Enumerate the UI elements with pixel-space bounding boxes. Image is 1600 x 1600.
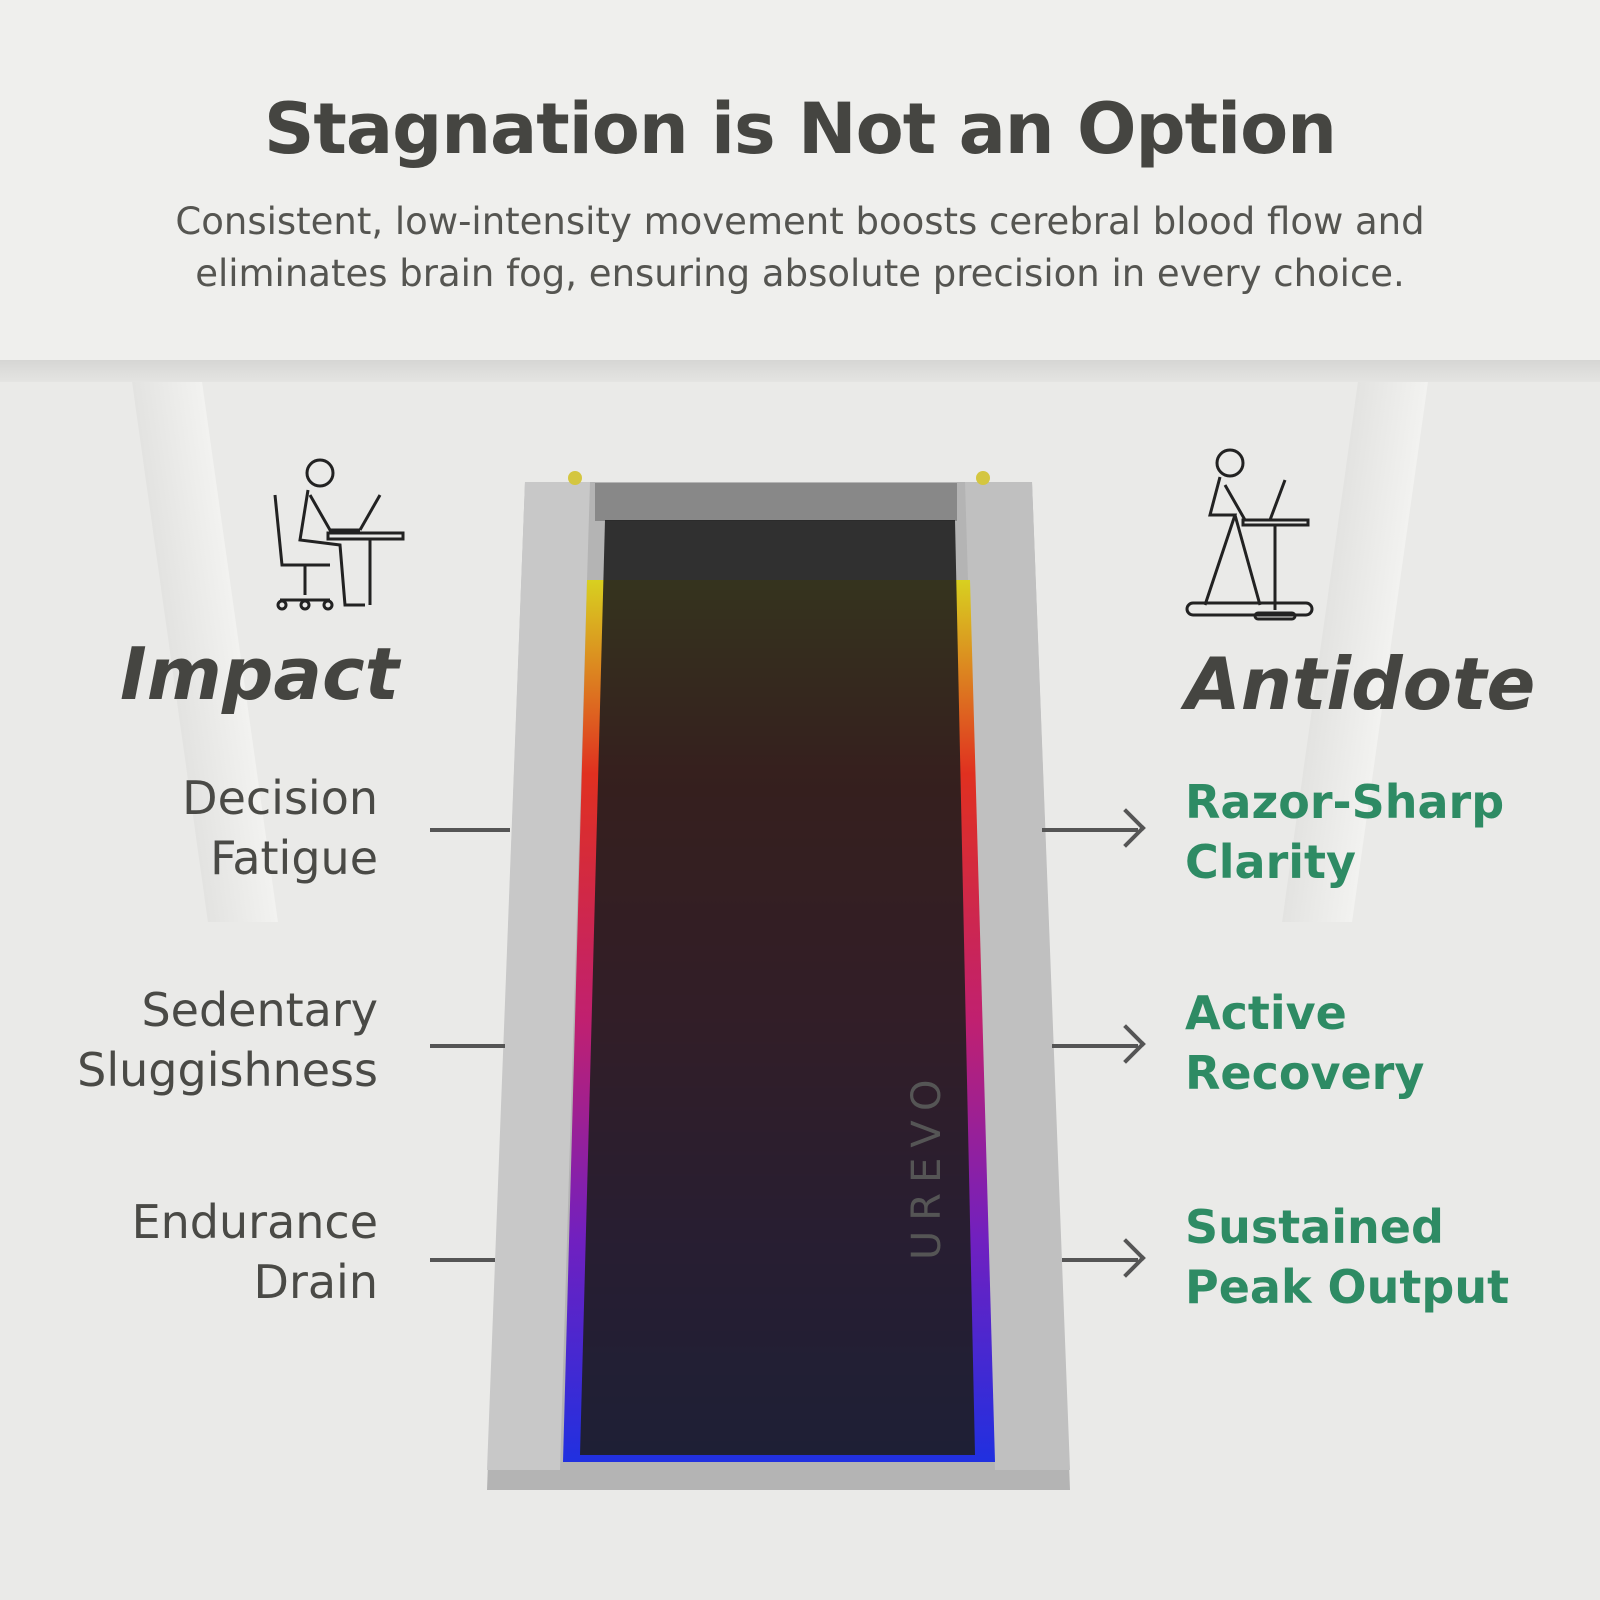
connector-line [430,1258,495,1262]
header: Stagnation is Not an Option Consistent, … [0,0,1600,360]
impact-item: Endurance Drain [131,1195,378,1309]
treadmill-belt [580,520,975,1455]
brand-logo: UREVO [904,1070,950,1261]
subtitle-line: eliminates brain fog, ensuring absolute … [195,252,1405,295]
arrow-icon [1042,828,1138,832]
subtitle-line: Consistent, low-intensity movement boost… [175,200,1425,243]
antidote-item: Active Recovery [1185,986,1425,1100]
arrow-icon [1062,1258,1138,1262]
antidote-item: Razor-Sharp Clarity [1185,775,1505,889]
connector-line [430,1044,505,1048]
impact-heading: Impact [120,632,400,716]
arrow-icon [1052,1044,1138,1048]
antidote-item: Sustained Peak Output [1185,1200,1510,1314]
desk-edge [0,360,1600,382]
page-title: Stagnation is Not an Option [263,88,1337,170]
impact-item: Decision Fatigue [182,771,378,885]
antidote-heading: Antidote [1185,642,1536,726]
subtitle: Consistent, low-intensity movement boost… [0,196,1600,300]
walking-treadmill-desk-icon [1185,448,1314,621]
sitting-at-desk-icon [273,458,405,611]
impact-item: Sedentary Sluggishness [77,983,378,1097]
connector-line [430,828,510,832]
